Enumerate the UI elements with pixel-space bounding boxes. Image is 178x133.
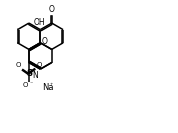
Text: O: O xyxy=(49,5,55,14)
Text: OH: OH xyxy=(34,18,45,27)
Text: ⁺: ⁺ xyxy=(49,83,53,88)
Text: S: S xyxy=(26,69,32,78)
Text: O: O xyxy=(37,62,42,68)
Text: O: O xyxy=(22,82,28,88)
Text: O: O xyxy=(16,62,21,68)
Text: Na: Na xyxy=(42,83,54,92)
Text: ⁻: ⁻ xyxy=(30,82,33,87)
Text: O: O xyxy=(42,37,48,46)
Text: N: N xyxy=(33,71,38,80)
